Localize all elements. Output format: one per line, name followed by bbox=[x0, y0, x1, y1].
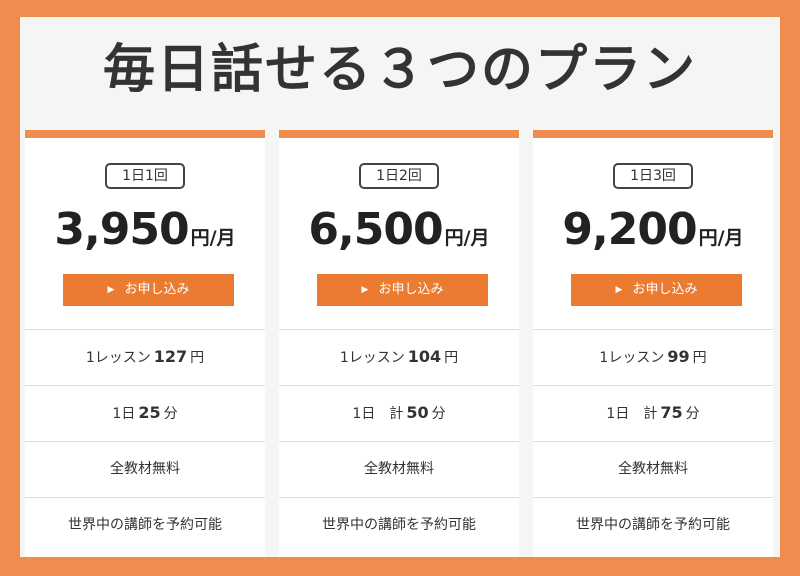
feature-daily-minutes: 1日 25 分 bbox=[25, 385, 265, 441]
plan-badge: 1日3回 bbox=[613, 163, 693, 189]
plan-price: 3,950 円/月 bbox=[25, 204, 265, 255]
feature-materials: 全教材無料 bbox=[533, 441, 773, 497]
feature-lesson-price: 1レッスン 104 円 bbox=[279, 329, 519, 385]
play-arrow-icon: ▶ bbox=[361, 285, 369, 295]
plan-top-bar bbox=[533, 130, 773, 138]
price-amount: 9,200 bbox=[562, 204, 697, 255]
price-amount: 3,950 bbox=[54, 204, 189, 255]
plan-top-bar bbox=[25, 130, 265, 138]
play-arrow-icon: ▶ bbox=[107, 285, 115, 295]
feature-lesson-price: 1レッスン 99 円 bbox=[533, 329, 773, 385]
apply-button-label: お申し込み bbox=[632, 282, 698, 297]
feature-materials: 全教材無料 bbox=[25, 441, 265, 497]
plan-price: 6,500 円/月 bbox=[279, 204, 519, 255]
price-amount: 6,500 bbox=[308, 204, 443, 255]
apply-button[interactable]: ▶ お申し込み bbox=[317, 274, 488, 306]
plan-column-2: 1日2回 6,500 円/月 ▶ お申し込み 1レッスン 104 円 1日 計 50 分 全… bbox=[279, 130, 519, 557]
pricing-card: 毎日話せる３つのプラン 1日1回 3,950 円/月 ▶ お申し込み 1レッスン 12… bbox=[20, 17, 780, 557]
apply-button[interactable]: ▶ お申し込み bbox=[571, 274, 742, 306]
apply-button-label: お申し込み bbox=[378, 282, 444, 297]
plan-column-3: 1日3回 9,200 円/月 ▶ お申し込み 1レッスン 99 円 1日 計 75 分 全教… bbox=[533, 130, 773, 557]
page-title: 毎日話せる３つのプラン bbox=[102, 40, 697, 100]
feature-list: 1レッスン 104 円 1日 計 50 分 全教材無料 世界中の講師を予約可能 bbox=[279, 329, 519, 553]
plan-badge: 1日1回 bbox=[105, 163, 185, 189]
plan-column-1: 1日1回 3,950 円/月 ▶ お申し込み 1レッスン 127 円 1日 25 分 全教材… bbox=[25, 130, 265, 557]
apply-button-label: お申し込み bbox=[124, 282, 190, 297]
feature-teachers: 世界中の講師を予約可能 bbox=[279, 497, 519, 553]
plan-badge: 1日2回 bbox=[359, 163, 439, 189]
feature-teachers: 世界中の講師を予約可能 bbox=[25, 497, 265, 553]
feature-teachers: 世界中の講師を予約可能 bbox=[533, 497, 773, 553]
plan-price: 9,200 円/月 bbox=[533, 204, 773, 255]
feature-daily-minutes: 1日 計 75 分 bbox=[533, 385, 773, 441]
feature-list: 1レッスン 127 円 1日 25 分 全教材無料 世界中の講師を予約可能 bbox=[25, 329, 265, 553]
feature-lesson-price: 1レッスン 127 円 bbox=[25, 329, 265, 385]
feature-list: 1レッスン 99 円 1日 計 75 分 全教材無料 世界中の講師を予約可能 bbox=[533, 329, 773, 553]
apply-button[interactable]: ▶ お申し込み bbox=[63, 274, 234, 306]
price-unit: 円/月 bbox=[190, 227, 236, 249]
price-unit: 円/月 bbox=[698, 227, 744, 249]
play-arrow-icon: ▶ bbox=[615, 285, 623, 295]
plan-list: 1日1回 3,950 円/月 ▶ お申し込み 1レッスン 127 円 1日 25 分 全教材… bbox=[20, 130, 780, 557]
feature-daily-minutes: 1日 計 50 分 bbox=[279, 385, 519, 441]
feature-materials: 全教材無料 bbox=[279, 441, 519, 497]
price-unit: 円/月 bbox=[444, 227, 490, 249]
plan-top-bar bbox=[279, 130, 519, 138]
